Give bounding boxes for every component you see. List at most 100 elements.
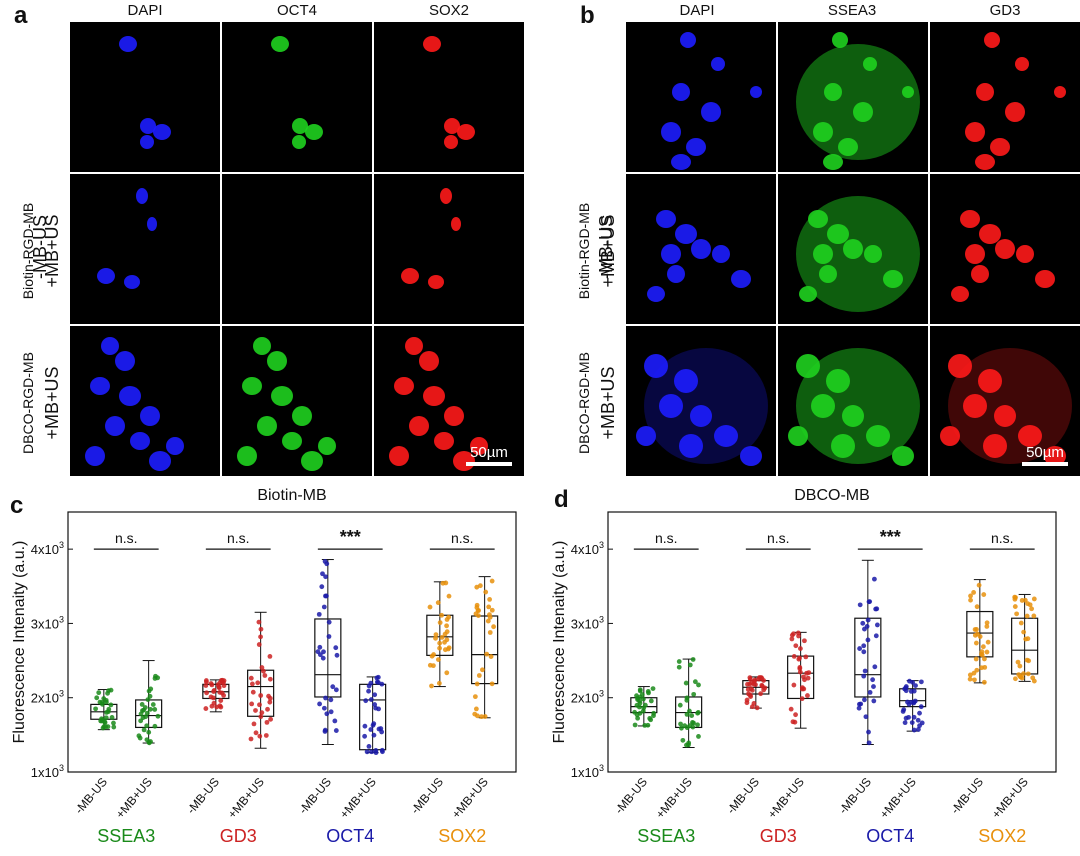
nucleus bbox=[140, 406, 160, 426]
data-point bbox=[975, 631, 980, 637]
row-label-line: DBCO-RGD-MB bbox=[576, 352, 592, 454]
data-point bbox=[687, 708, 692, 714]
data-point bbox=[376, 726, 382, 732]
data-point bbox=[648, 698, 654, 704]
chart-d: DBCO-MB Fluorescence Intenaity (a.u.) 1x10… bbox=[540, 480, 1080, 851]
data-point bbox=[146, 740, 152, 746]
x-tick-label: -MB-US bbox=[724, 775, 762, 817]
data-point bbox=[320, 655, 326, 661]
data-point bbox=[971, 590, 977, 595]
data-point bbox=[474, 584, 480, 590]
data-point bbox=[100, 725, 106, 731]
data-point bbox=[203, 683, 209, 688]
data-point bbox=[362, 733, 368, 739]
data-point bbox=[759, 682, 765, 688]
nucleus bbox=[1016, 245, 1034, 263]
data-point bbox=[257, 733, 263, 739]
data-point bbox=[745, 681, 750, 687]
data-point bbox=[910, 679, 916, 685]
data-point bbox=[140, 715, 146, 721]
data-point bbox=[439, 635, 445, 640]
data-point bbox=[906, 701, 912, 707]
data-point bbox=[754, 705, 760, 711]
data-point bbox=[797, 666, 803, 672]
nucleus bbox=[401, 268, 419, 284]
data-point bbox=[862, 697, 867, 703]
nucleus bbox=[237, 446, 257, 466]
significance-label: n.s. bbox=[227, 530, 250, 546]
x-tick-label: -MB-US bbox=[612, 775, 650, 817]
data-point bbox=[208, 681, 214, 686]
group-label: SSEA3 bbox=[97, 826, 155, 846]
data-point bbox=[632, 722, 638, 728]
data-point bbox=[793, 712, 798, 718]
data-point bbox=[696, 734, 701, 739]
panel-b-row-3-label: DBCO-RGD-MB +MB+US bbox=[572, 328, 622, 478]
data-point bbox=[902, 720, 908, 726]
data-point bbox=[1031, 613, 1037, 619]
data-point bbox=[484, 651, 490, 657]
y-tick-label: 3x103 bbox=[571, 614, 604, 631]
panel-a-tile-r2-c1 bbox=[70, 174, 220, 324]
data-point bbox=[442, 647, 448, 653]
x-tick-label: -MB-US bbox=[296, 775, 334, 817]
nucleus bbox=[136, 188, 148, 204]
data-point bbox=[489, 578, 495, 584]
data-point bbox=[636, 704, 642, 710]
data-point bbox=[217, 689, 223, 695]
data-point bbox=[749, 680, 755, 686]
data-point bbox=[109, 715, 115, 720]
scalebar-label: 50µm bbox=[470, 444, 508, 461]
data-point bbox=[909, 720, 915, 725]
panel-a-row-3-label: DBCO-RGD-MB +MB+US bbox=[16, 328, 66, 478]
data-point bbox=[155, 713, 161, 719]
nucleus bbox=[940, 426, 960, 446]
nucleus bbox=[119, 386, 141, 406]
data-point bbox=[1025, 636, 1031, 642]
data-point bbox=[805, 693, 810, 698]
significance-label: *** bbox=[340, 527, 361, 547]
nucleus bbox=[675, 224, 697, 244]
data-point bbox=[650, 686, 656, 692]
nucleus bbox=[257, 416, 277, 436]
data-point bbox=[436, 680, 442, 686]
panel-b-tile-r2-c3 bbox=[930, 174, 1080, 324]
y-tick-label: 2x103 bbox=[31, 689, 64, 706]
data-point bbox=[315, 649, 321, 655]
box-iqr bbox=[966, 610, 994, 658]
data-point bbox=[333, 645, 339, 651]
nucleus bbox=[470, 437, 488, 455]
data-point bbox=[863, 714, 869, 720]
nucleus bbox=[995, 239, 1015, 259]
nucleus bbox=[253, 337, 271, 355]
nucleus bbox=[101, 337, 119, 355]
data-point bbox=[861, 673, 867, 679]
data-point bbox=[203, 706, 209, 711]
data-point bbox=[974, 604, 980, 610]
box-iqr bbox=[471, 615, 499, 685]
data-point bbox=[857, 646, 863, 651]
data-point bbox=[332, 718, 338, 724]
y-tick-label: 2x103 bbox=[571, 689, 604, 706]
data-point bbox=[437, 645, 442, 651]
data-point bbox=[635, 715, 641, 721]
panel-b-tile-r2-c2 bbox=[778, 174, 928, 324]
nucleus bbox=[983, 434, 1007, 458]
nucleus bbox=[166, 437, 184, 455]
panel-b-channel-ssea3: SSEA3 bbox=[827, 2, 877, 19]
data-point bbox=[439, 612, 445, 618]
data-point bbox=[249, 681, 255, 687]
nucleus bbox=[130, 432, 150, 450]
data-point bbox=[436, 657, 441, 663]
nucleus bbox=[831, 434, 855, 458]
data-point bbox=[906, 714, 911, 720]
data-point bbox=[216, 685, 222, 691]
nucleus bbox=[636, 426, 656, 446]
data-point bbox=[103, 697, 109, 703]
data-point bbox=[368, 697, 374, 702]
data-point bbox=[141, 707, 147, 713]
data-point bbox=[917, 723, 922, 729]
data-point bbox=[326, 619, 332, 625]
data-point bbox=[152, 723, 158, 729]
data-point bbox=[793, 643, 799, 649]
